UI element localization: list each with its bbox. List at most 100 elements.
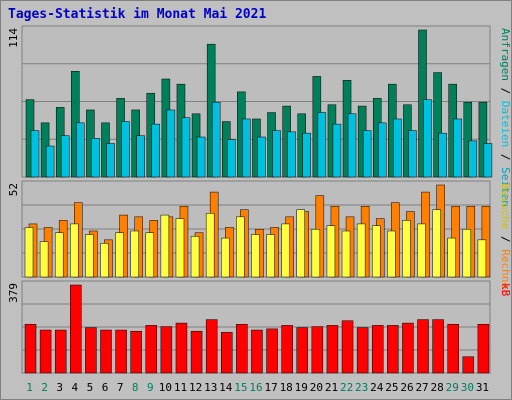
day-label: 23 bbox=[355, 381, 368, 394]
bar-kb bbox=[100, 329, 112, 374]
bar-kb bbox=[145, 325, 158, 374]
bar-besuche bbox=[417, 223, 426, 278]
day-label: 22 bbox=[340, 381, 353, 394]
bar-dateien bbox=[332, 123, 342, 178]
bar-dateien bbox=[91, 138, 100, 178]
bar-kb bbox=[190, 330, 203, 374]
bar-kb bbox=[130, 330, 142, 374]
bar-dateien bbox=[227, 139, 236, 178]
bar-dateien bbox=[136, 135, 145, 178]
bar-dateien bbox=[377, 122, 387, 178]
bar-kb bbox=[281, 325, 293, 374]
day-label: 28 bbox=[431, 381, 444, 394]
bar-besuche bbox=[356, 223, 366, 278]
bar-besuche bbox=[402, 220, 411, 278]
bar-dateien bbox=[408, 130, 417, 178]
bar-dateien bbox=[302, 132, 311, 178]
bar-dateien bbox=[45, 145, 55, 178]
day-label: 3 bbox=[56, 381, 63, 394]
bar-besuche bbox=[70, 223, 79, 278]
bar-kb bbox=[205, 319, 218, 374]
ymax-label-top: 114 bbox=[7, 28, 20, 48]
bar-kb bbox=[477, 323, 490, 374]
bar-kb bbox=[341, 320, 354, 374]
bar-besuche bbox=[54, 232, 64, 278]
chart-title: Tages-Statistik im Monat Mai 2021 bbox=[8, 7, 267, 22]
legend-segment: / bbox=[499, 147, 512, 167]
bar-kb bbox=[236, 323, 248, 374]
day-label: 20 bbox=[310, 381, 323, 394]
bar-dateien bbox=[257, 136, 266, 178]
bar-besuche bbox=[371, 225, 381, 278]
bar-kb bbox=[417, 319, 429, 374]
bar-besuche bbox=[145, 232, 155, 278]
bar-besuche bbox=[221, 237, 230, 278]
day-label: 16 bbox=[249, 381, 262, 394]
day-label: 19 bbox=[295, 381, 308, 394]
bar-besuche bbox=[115, 232, 124, 278]
day-label: 31 bbox=[476, 381, 489, 394]
day-label: 12 bbox=[189, 381, 202, 394]
day-label: 17 bbox=[264, 381, 277, 394]
bar-dateien bbox=[347, 113, 357, 178]
day-label: 11 bbox=[174, 381, 187, 394]
bar-besuche bbox=[326, 225, 336, 278]
bar-dateien bbox=[453, 118, 462, 178]
day-label: 26 bbox=[400, 381, 413, 394]
ymax-label-middle: 52 bbox=[7, 183, 20, 196]
bar-besuche bbox=[462, 228, 472, 278]
bar-kb bbox=[432, 319, 444, 374]
bar-dateien bbox=[393, 118, 402, 178]
bar-kb bbox=[115, 329, 127, 374]
day-label: 30 bbox=[461, 381, 474, 394]
bar-dateien bbox=[423, 99, 432, 178]
bar-kb bbox=[70, 284, 82, 374]
bar-kb bbox=[221, 332, 233, 374]
bar-besuche bbox=[432, 209, 441, 278]
bar-dateien bbox=[196, 136, 206, 178]
bar-kb bbox=[326, 325, 339, 374]
bar-besuche bbox=[477, 239, 487, 278]
day-label: 4 bbox=[72, 381, 79, 394]
bar-besuche bbox=[266, 234, 275, 278]
bar-dateien bbox=[76, 122, 85, 178]
bar-besuche bbox=[236, 216, 245, 278]
day-label: 25 bbox=[385, 381, 398, 394]
bar-besuche bbox=[24, 227, 34, 278]
bar-besuche bbox=[387, 230, 396, 278]
bar-kb bbox=[387, 325, 399, 374]
bar-besuche bbox=[205, 213, 215, 278]
day-label: 1 bbox=[26, 381, 33, 394]
day-label: 21 bbox=[325, 381, 338, 394]
day-label: 7 bbox=[117, 381, 124, 394]
bar-kb bbox=[251, 329, 263, 374]
bar-kb bbox=[296, 327, 308, 374]
day-label: 5 bbox=[87, 381, 94, 394]
day-label: 15 bbox=[234, 381, 247, 394]
day-label: 14 bbox=[219, 381, 233, 394]
legend-segment: Seiten bbox=[499, 167, 512, 207]
bar-dateien bbox=[362, 130, 372, 178]
day-label: 8 bbox=[132, 381, 139, 394]
bar-kb bbox=[54, 329, 67, 374]
legend-segment: kB bbox=[499, 283, 512, 297]
day-label: 9 bbox=[147, 381, 154, 394]
bar-dateien bbox=[272, 130, 281, 178]
series-legend-middle: Besuche / Rechner bbox=[499, 183, 512, 296]
bar-anfragen bbox=[433, 72, 442, 178]
series-legend-bottom: kB bbox=[499, 283, 512, 297]
series-legend-top: Anfragen / Dateien / Seiten bbox=[499, 28, 512, 207]
bar-kb bbox=[356, 327, 369, 374]
bar-anfragen bbox=[463, 101, 473, 178]
bar-besuche bbox=[251, 234, 260, 278]
ymax-label-bottom: 379 bbox=[7, 283, 20, 303]
bar-kb bbox=[39, 329, 52, 374]
bar-kb bbox=[447, 323, 459, 374]
legend-segment: Rechner bbox=[499, 249, 512, 296]
day-label: 24 bbox=[370, 381, 384, 394]
bar-kb bbox=[462, 356, 475, 374]
bar-kb bbox=[371, 325, 384, 374]
legend-segment: Dateien bbox=[499, 101, 512, 147]
bar-anfragen bbox=[478, 101, 488, 178]
